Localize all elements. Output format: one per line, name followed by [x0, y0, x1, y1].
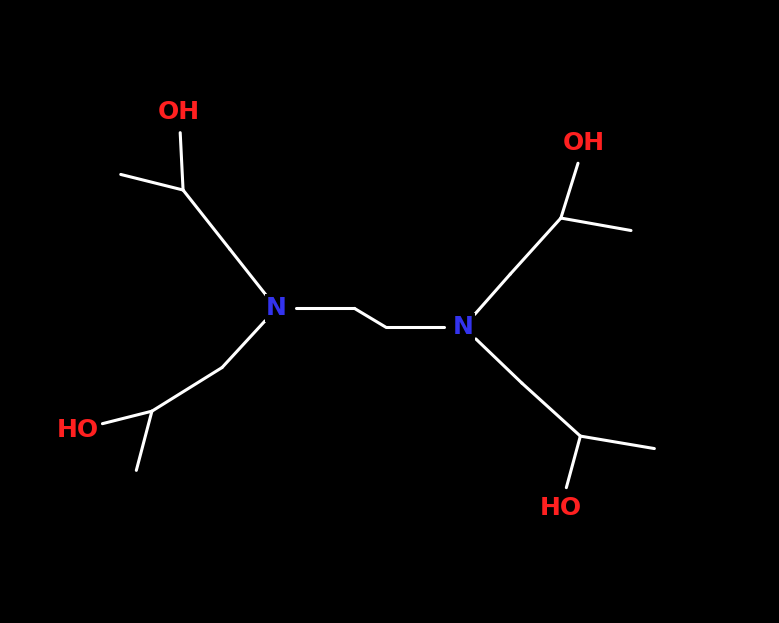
Text: OH: OH	[563, 131, 605, 155]
FancyBboxPatch shape	[265, 295, 288, 323]
Text: HO: HO	[57, 418, 99, 442]
FancyBboxPatch shape	[452, 313, 475, 341]
Text: HO: HO	[540, 496, 582, 520]
FancyBboxPatch shape	[55, 413, 101, 447]
Text: N: N	[266, 297, 287, 320]
FancyBboxPatch shape	[561, 126, 608, 160]
Text: OH: OH	[158, 100, 200, 124]
Text: N: N	[453, 315, 474, 339]
FancyBboxPatch shape	[538, 491, 584, 525]
FancyBboxPatch shape	[156, 95, 203, 130]
